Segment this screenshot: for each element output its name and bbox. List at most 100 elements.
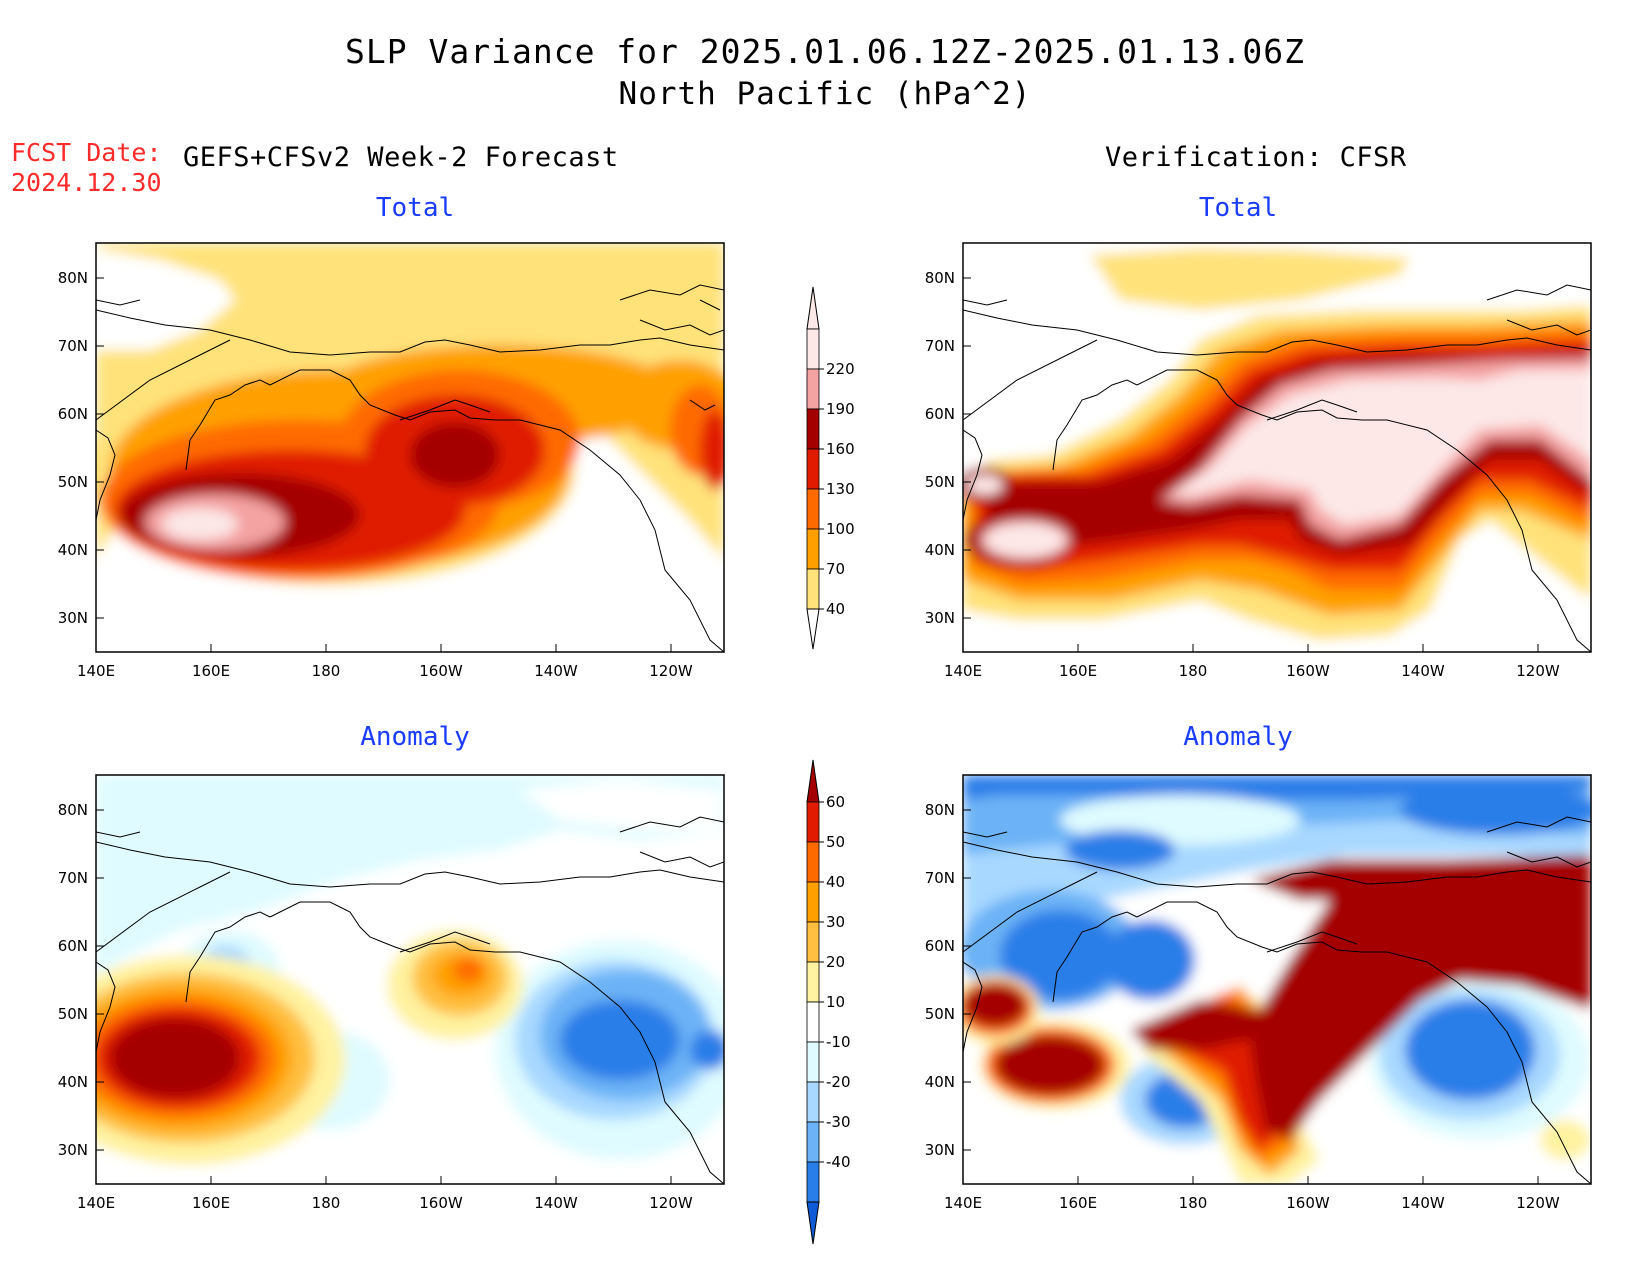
- lon-tick-label: 180: [312, 1194, 341, 1212]
- colorbar-bottom-triangle: [806, 1201, 820, 1245]
- lat-tick-label: 30N: [925, 609, 955, 627]
- colorbar-label: -20: [826, 1073, 851, 1091]
- lat-tick-label: 30N: [925, 1141, 955, 1159]
- lat-tick-label: 40N: [58, 541, 88, 559]
- frame-anomaly-verification: [962, 774, 1592, 1185]
- panel-title-total-verification: Total: [1198, 193, 1278, 223]
- colorbar-label: 160: [826, 440, 855, 458]
- lat-tick-label: 60N: [58, 937, 88, 955]
- lon-tick-label: 180: [1179, 662, 1208, 680]
- lon-tick-label: 120W: [1516, 1194, 1560, 1212]
- colorbar-swatch: [806, 408, 820, 450]
- frame-anomaly-forecast: [95, 774, 725, 1185]
- lon-tick-label: 180: [312, 662, 341, 680]
- frame-total-verification: [962, 242, 1592, 653]
- colorbar-swatch: [806, 448, 820, 490]
- colorbar-swatch: [806, 568, 820, 610]
- lon-tick-label: 140E: [944, 662, 982, 680]
- colorbar-label: 130: [826, 480, 855, 498]
- colorbar-label: 30: [826, 913, 845, 931]
- colorbar-label: 40: [826, 873, 845, 891]
- colorbar-swatch: [806, 961, 820, 1003]
- lat-tick-label: 80N: [58, 801, 88, 819]
- lon-tick-label: 140E: [77, 662, 115, 680]
- colorbar-label: 60: [826, 793, 845, 811]
- lon-tick-label: 160W: [1286, 662, 1330, 680]
- main-title: SLP Variance for 2025.01.06.12Z-2025.01.…: [345, 32, 1305, 71]
- lon-tick-label: 120W: [1516, 662, 1560, 680]
- lat-tick-label: 40N: [925, 541, 955, 559]
- lat-tick-label: 30N: [58, 609, 88, 627]
- colorbar-swatch: [806, 1081, 820, 1123]
- colorbar-label: 40: [826, 600, 845, 618]
- colorbar-label: 100: [826, 520, 855, 538]
- frame-total-forecast: [95, 242, 725, 653]
- lon-tick-label: 160E: [192, 1194, 230, 1212]
- fcst-date-value: 2024.12.30: [11, 168, 162, 197]
- colorbar-swatch: [806, 881, 820, 923]
- lat-tick-label: 50N: [58, 473, 88, 491]
- verification-column-title: Verification: CFSR: [1105, 142, 1407, 173]
- panel-title-anomaly-verification: Anomaly: [1183, 722, 1293, 752]
- colorbar-total: 220 190 160 130 100 70 40: [806, 286, 855, 650]
- lat-tick-label: 70N: [925, 337, 955, 355]
- lat-tick-label: 50N: [58, 1005, 88, 1023]
- lon-tick-label: 140W: [534, 1194, 578, 1212]
- colorbar-swatch: [806, 921, 820, 963]
- axis-labels: 140E 160E 180 160W 140W 120W 80N 70N 60N 50N 40N 30…: [58, 269, 1560, 1212]
- panel-title-total-forecast: Total: [375, 193, 455, 223]
- lon-tick-label: 160W: [419, 1194, 463, 1212]
- map-panel-anomaly-verification: [963, 775, 1591, 1184]
- forecast-column-title: GEFS+CFSv2 Week-2 Forecast: [183, 142, 619, 173]
- lat-tick-label: 70N: [925, 869, 955, 887]
- colorbar-swatch: [806, 1001, 820, 1043]
- colorbar-swatch: [806, 488, 820, 530]
- colorbar-label: -10: [826, 1033, 851, 1051]
- colorbar-anomaly: 60 50 40 30 20 10 -10 -20 -30 -40: [806, 759, 851, 1245]
- colorbar-swatch: [806, 1161, 820, 1203]
- lat-tick-label: 70N: [58, 869, 88, 887]
- colorbar-label: 20: [826, 953, 845, 971]
- colorbar-swatch: [806, 1041, 820, 1083]
- lon-tick-label: 160W: [419, 662, 463, 680]
- panel-title-anomaly-forecast: Anomaly: [360, 722, 470, 752]
- lat-tick-label: 70N: [58, 337, 88, 355]
- lat-tick-label: 60N: [925, 405, 955, 423]
- colorbar-label: 50: [826, 833, 845, 851]
- colorbar-swatch: [806, 368, 820, 410]
- colorbar-top-triangle: [806, 286, 820, 330]
- colorbar-swatch: [806, 841, 820, 883]
- lon-tick-label: 160E: [192, 662, 230, 680]
- lat-tick-label: 60N: [925, 937, 955, 955]
- colorbar-label: 220: [826, 360, 855, 378]
- map-panel-anomaly-forecast: [96, 775, 724, 1184]
- colorbar-swatch: [806, 801, 820, 843]
- colorbar-label: -40: [826, 1153, 851, 1171]
- lat-tick-label: 40N: [58, 1073, 88, 1091]
- colorbar-label: 190: [826, 400, 855, 418]
- colorbar-swatch: [806, 1121, 820, 1163]
- lat-tick-label: 80N: [925, 801, 955, 819]
- lat-tick-label: 60N: [58, 405, 88, 423]
- lon-tick-label: 180: [1179, 1194, 1208, 1212]
- lon-tick-label: 140E: [944, 1194, 982, 1212]
- map-panel-total-verification: [963, 243, 1591, 652]
- colorbar-swatch: [806, 328, 820, 370]
- lon-tick-label: 140W: [1401, 1194, 1445, 1212]
- lon-tick-label: 140E: [77, 1194, 115, 1212]
- colorbar-bottom-triangle: [806, 608, 820, 650]
- lat-tick-label: 40N: [925, 1073, 955, 1091]
- colorbar-label: -30: [826, 1113, 851, 1131]
- fcst-date-label: FCST Date:: [11, 138, 162, 167]
- lat-tick-label: 50N: [925, 1005, 955, 1023]
- lon-tick-label: 120W: [649, 1194, 693, 1212]
- lat-tick-label: 50N: [925, 473, 955, 491]
- map-panel-total-forecast: [96, 243, 724, 652]
- lon-tick-label: 160E: [1059, 1194, 1097, 1212]
- colorbar-label: 70: [826, 560, 845, 578]
- colorbar-top-triangle: [806, 759, 820, 803]
- main-subtitle: North Pacific (hPa^2): [618, 76, 1032, 112]
- lat-tick-label: 30N: [58, 1141, 88, 1159]
- lon-tick-label: 160E: [1059, 662, 1097, 680]
